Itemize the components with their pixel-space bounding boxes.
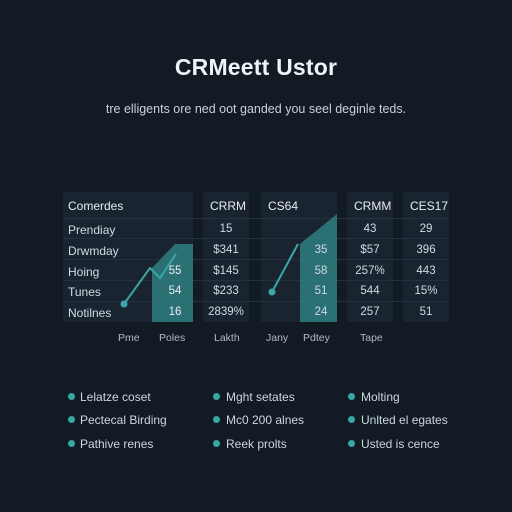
table-panel-ces17 (403, 192, 449, 322)
legend-dot (348, 393, 355, 400)
row-label-0: Prendiay (68, 223, 116, 237)
crrm-value-0: 15 (219, 223, 233, 235)
mini-chart-2-value-2: 51 (314, 285, 328, 297)
mini-chart-2-value-0: 35 (314, 244, 328, 256)
crmm-value-3: 544 (360, 285, 380, 297)
mini-chart-1-area (152, 244, 193, 322)
legend-item-8: Usted is cence (361, 437, 440, 451)
column-header-comerdes: Comerdes (68, 199, 124, 213)
mini-chart-1-value-0: 55 (168, 265, 182, 277)
ces17-value-3: 15% (414, 285, 438, 297)
crrm-value-2: $145 (213, 265, 239, 277)
column-header-cs64: CS64 (268, 199, 299, 213)
header-divider (63, 218, 449, 219)
column-header-ces17: CES17 (410, 199, 449, 213)
mini-chart-1-value-1: 54 (168, 285, 182, 297)
axis-label-5: Tape (360, 332, 383, 344)
legend-item-4: Mc0 200 alnes (226, 413, 305, 427)
legend-dot (213, 393, 220, 400)
legend-dot (348, 416, 355, 423)
legend-dot (68, 440, 75, 447)
ces17-value-1: 396 (416, 244, 436, 256)
row-label-1: Drwmday (68, 244, 119, 258)
axis-label-1: Poles (159, 332, 186, 344)
crrm-value-1: $341 (213, 244, 239, 256)
legend-dot (348, 440, 355, 447)
axis-label-4: Pdtey (303, 332, 330, 344)
legend-item-5: Reek prolts (226, 437, 287, 451)
axis-label-0: Pme (118, 332, 140, 344)
row-label-2: Hoing (68, 265, 100, 279)
column-header-crrm: CRRM (210, 199, 246, 213)
crmm-value-2: 257% (355, 265, 385, 277)
crmm-value-1: $57 (360, 244, 380, 256)
axis-label-3: Jany (266, 332, 289, 344)
legend-dot (68, 416, 75, 423)
mini-chart-2-area (300, 214, 337, 322)
crrm-value-4: 2839% (208, 306, 244, 318)
crmm-value-0: 43 (363, 223, 377, 235)
row-separator (63, 301, 449, 302)
mini-chart-1-line (123, 253, 177, 305)
ces17-value-4: 51 (419, 306, 433, 318)
mini-chart-1-value-2: 16 (168, 306, 182, 318)
mini-chart-2-line (271, 243, 299, 293)
row-separator (63, 238, 449, 239)
crrm-value-3: $233 (213, 285, 239, 297)
table-panel-crrm (203, 192, 249, 322)
row-label-3: Tunes (68, 285, 101, 299)
mini-chart-2-point (268, 288, 276, 296)
ces17-value-2: 443 (416, 265, 436, 277)
crmm-value-4: 257 (360, 306, 380, 318)
row-separator (63, 280, 449, 281)
legend-item-0: Lelatze coset (80, 390, 151, 404)
legend-item-1: Pectecal Birding (80, 413, 167, 427)
ces17-value-0: 29 (419, 223, 433, 235)
legend-item-7: Unlted el egates (361, 413, 448, 427)
table-panel-crmm (347, 192, 393, 322)
legend-item-2: Pathive renes (80, 437, 154, 451)
legend-dot (213, 440, 220, 447)
mini-chart-2-value-3: 24 (314, 306, 328, 318)
legend-dot (68, 393, 75, 400)
legend-item-3: Mght setates (226, 390, 295, 404)
row-label-4: Notilnes (68, 306, 112, 320)
legend-dot (213, 416, 220, 423)
mini-chart-1-point (120, 300, 128, 308)
mini-chart-2-value-1: 58 (314, 265, 328, 277)
page-subtitle: tre elligents ore ned oot ganded you see… (105, 102, 407, 116)
page-title: CRMeett Ustor (174, 54, 338, 80)
legend-item-6: Molting (361, 390, 400, 404)
column-header-crmm: CRMM (354, 199, 392, 213)
row-separator (63, 259, 449, 260)
axis-label-2: Lakth (214, 332, 240, 344)
